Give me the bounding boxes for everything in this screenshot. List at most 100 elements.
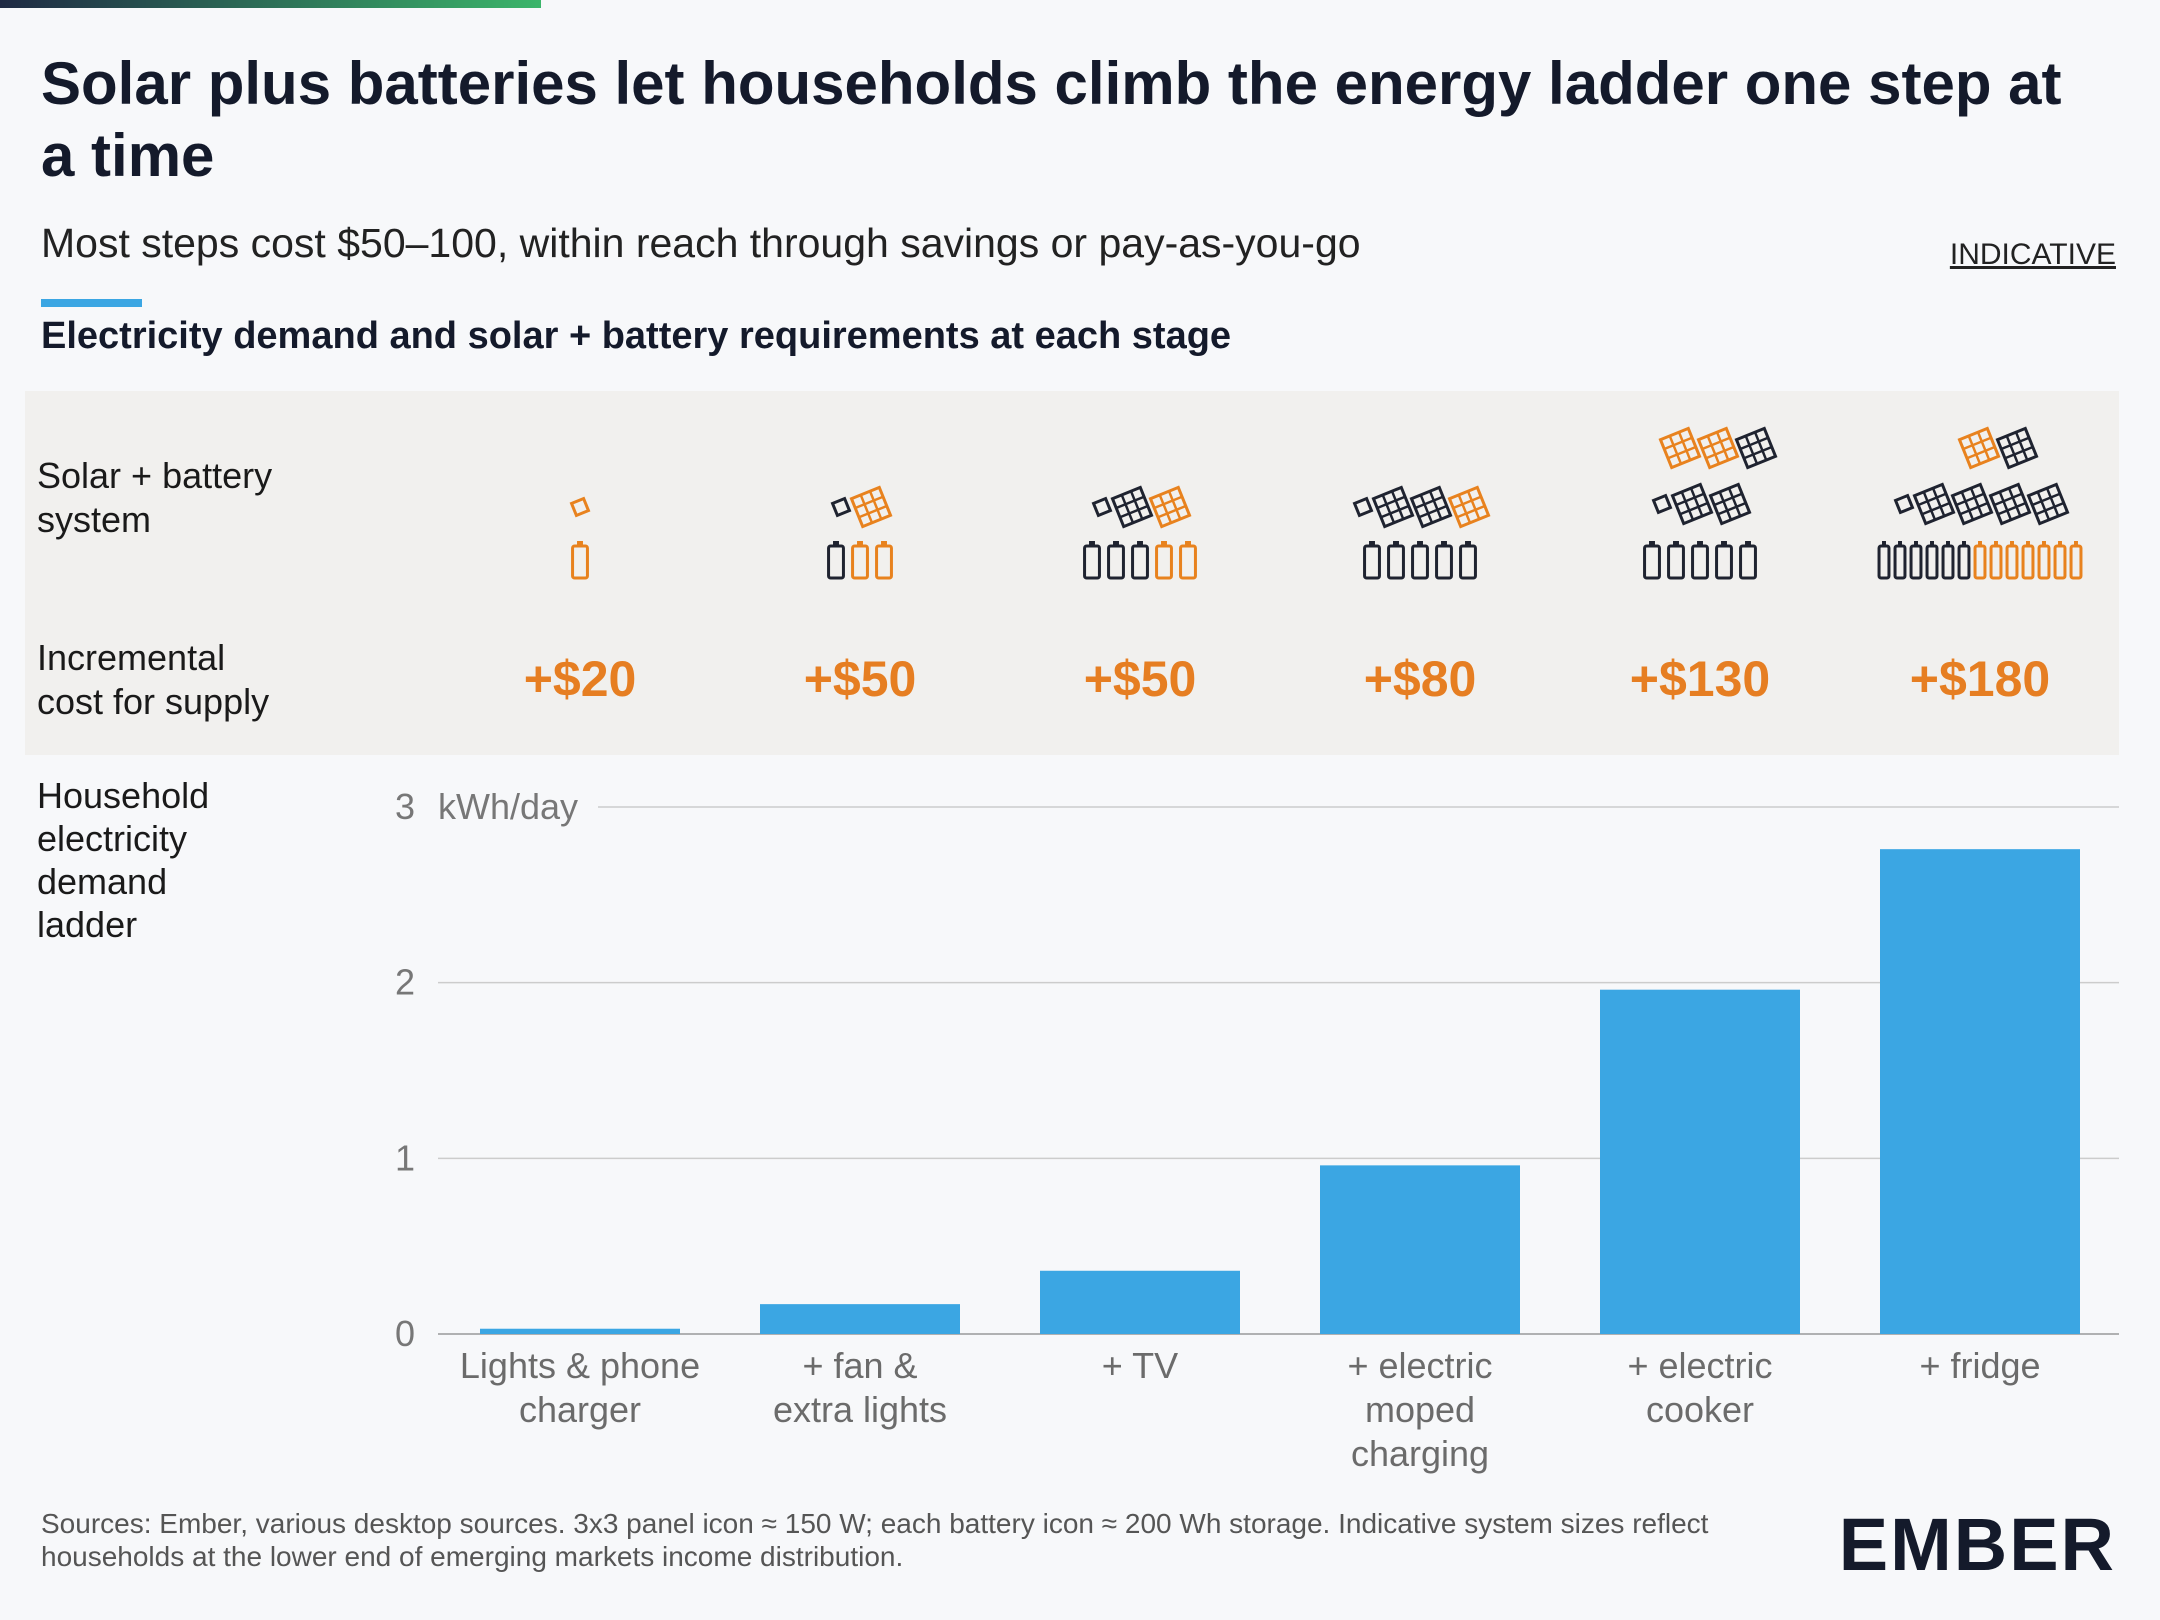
cost-label: +$130 — [1630, 651, 1770, 707]
solar-panel — [830, 496, 852, 518]
panel-grid — [1120, 494, 1135, 524]
battery — [1411, 541, 1429, 580]
panel-grid — [1960, 491, 1975, 521]
row-label: system — [37, 499, 151, 540]
solar-panel — [1352, 496, 1374, 518]
solar-panel — [1708, 482, 1752, 526]
solar-panel — [849, 485, 893, 529]
battery-terminal — [2058, 541, 2062, 546]
battery-terminal — [1721, 541, 1727, 546]
battery — [1739, 541, 1757, 580]
solar-panel — [1447, 485, 1491, 529]
logo: EMBER — [1838, 1503, 2116, 1586]
battery-terminal — [1137, 541, 1143, 546]
panel-frame — [849, 485, 893, 529]
battery — [1909, 541, 1923, 580]
panel-grid — [1743, 445, 1773, 460]
battery-terminal — [833, 541, 839, 546]
battery-terminal — [1898, 541, 1902, 546]
panel-grid — [1157, 504, 1187, 519]
panel-frame — [1988, 482, 2032, 526]
battery-terminal — [857, 541, 863, 546]
battery — [1941, 541, 1955, 580]
solar-panel — [1371, 485, 1415, 529]
panel-grid — [1119, 504, 1149, 519]
subtitle: Most steps cost $50–100, within reach th… — [41, 220, 1361, 266]
solar-panel — [1110, 485, 1154, 529]
battery — [1893, 541, 1907, 580]
panel-grid — [1701, 436, 1731, 451]
panel-frame — [1950, 482, 1994, 526]
solar-panel — [1912, 482, 1956, 526]
source: Sources: Ember, various desktop sources.… — [41, 1508, 1709, 1572]
battery-terminal — [577, 541, 583, 546]
panel-grid — [1414, 495, 1444, 510]
panel-grid — [1381, 494, 1396, 524]
battery — [2005, 541, 2019, 580]
panel-grid — [1158, 494, 1173, 524]
panel-frame — [1371, 485, 1415, 529]
cost-label: +$50 — [804, 651, 917, 707]
bar — [1880, 849, 2080, 1334]
panel-grid — [1727, 487, 1742, 517]
solar-panel — [569, 496, 591, 518]
row-label: Incremental — [37, 637, 225, 678]
battery-terminal — [1417, 541, 1423, 546]
panel-grid — [1753, 431, 1768, 461]
solar-panel — [1696, 426, 1740, 470]
panel-frame — [830, 496, 852, 518]
panel-frame — [1734, 426, 1778, 470]
unit-background — [436, 785, 598, 829]
panel-grid — [1917, 492, 1947, 507]
panel-frame — [1148, 485, 1192, 529]
axis-label: electricity — [37, 818, 187, 859]
panel-grid — [1744, 435, 1759, 465]
battery — [1387, 541, 1405, 580]
battery — [2037, 541, 2051, 580]
battery-terminal — [2042, 541, 2046, 546]
solar-panel — [1988, 482, 2032, 526]
panel-frame — [2026, 482, 2070, 526]
panel-grid — [1739, 436, 1769, 451]
panel-frame — [1696, 426, 1740, 470]
bar — [1040, 1270, 1240, 1334]
panel-grid — [1390, 490, 1405, 520]
panel-grid — [1452, 495, 1482, 510]
battery — [1667, 541, 1685, 580]
battery-terminal — [1185, 541, 1191, 546]
cost-label: +$180 — [1910, 651, 2050, 707]
battery — [1715, 541, 1733, 580]
row-label: cost for supply — [37, 681, 269, 722]
x-tick-label: cooker — [1646, 1389, 1754, 1430]
panel-grid — [1419, 494, 1434, 524]
panel-grid — [1922, 491, 1937, 521]
panel-grid — [2007, 487, 2022, 517]
cost-label: +$50 — [1084, 651, 1197, 707]
solar-panel — [1734, 426, 1778, 470]
y-tick-label: 0 — [395, 1313, 415, 1354]
panel-grid — [1466, 490, 1481, 520]
battery-terminal — [1962, 541, 1966, 546]
battery-terminal — [1930, 541, 1934, 546]
x-tick-label: moped — [1365, 1389, 1475, 1430]
panel-frame — [1658, 426, 1702, 470]
battery — [875, 541, 893, 580]
battery-terminal — [1978, 541, 1982, 546]
solar-panel — [1651, 493, 1673, 515]
panel-grid — [1115, 495, 1145, 510]
battery-terminal — [1673, 541, 1679, 546]
panel-grid — [1679, 501, 1709, 516]
panel-grid — [858, 504, 888, 519]
panel-grid — [1715, 431, 1730, 461]
battery — [2021, 541, 2035, 580]
top-bar — [0, 0, 541, 8]
tag: INDICATIVE — [1949, 238, 2116, 271]
battery — [1973, 541, 1987, 580]
battery — [1691, 541, 1709, 580]
panel-grid — [1380, 504, 1410, 519]
panel-frame — [1110, 485, 1154, 529]
panel-grid — [2014, 431, 2029, 461]
panel-grid — [1718, 491, 1733, 521]
bar — [1600, 989, 1800, 1334]
battery — [1989, 541, 2003, 580]
